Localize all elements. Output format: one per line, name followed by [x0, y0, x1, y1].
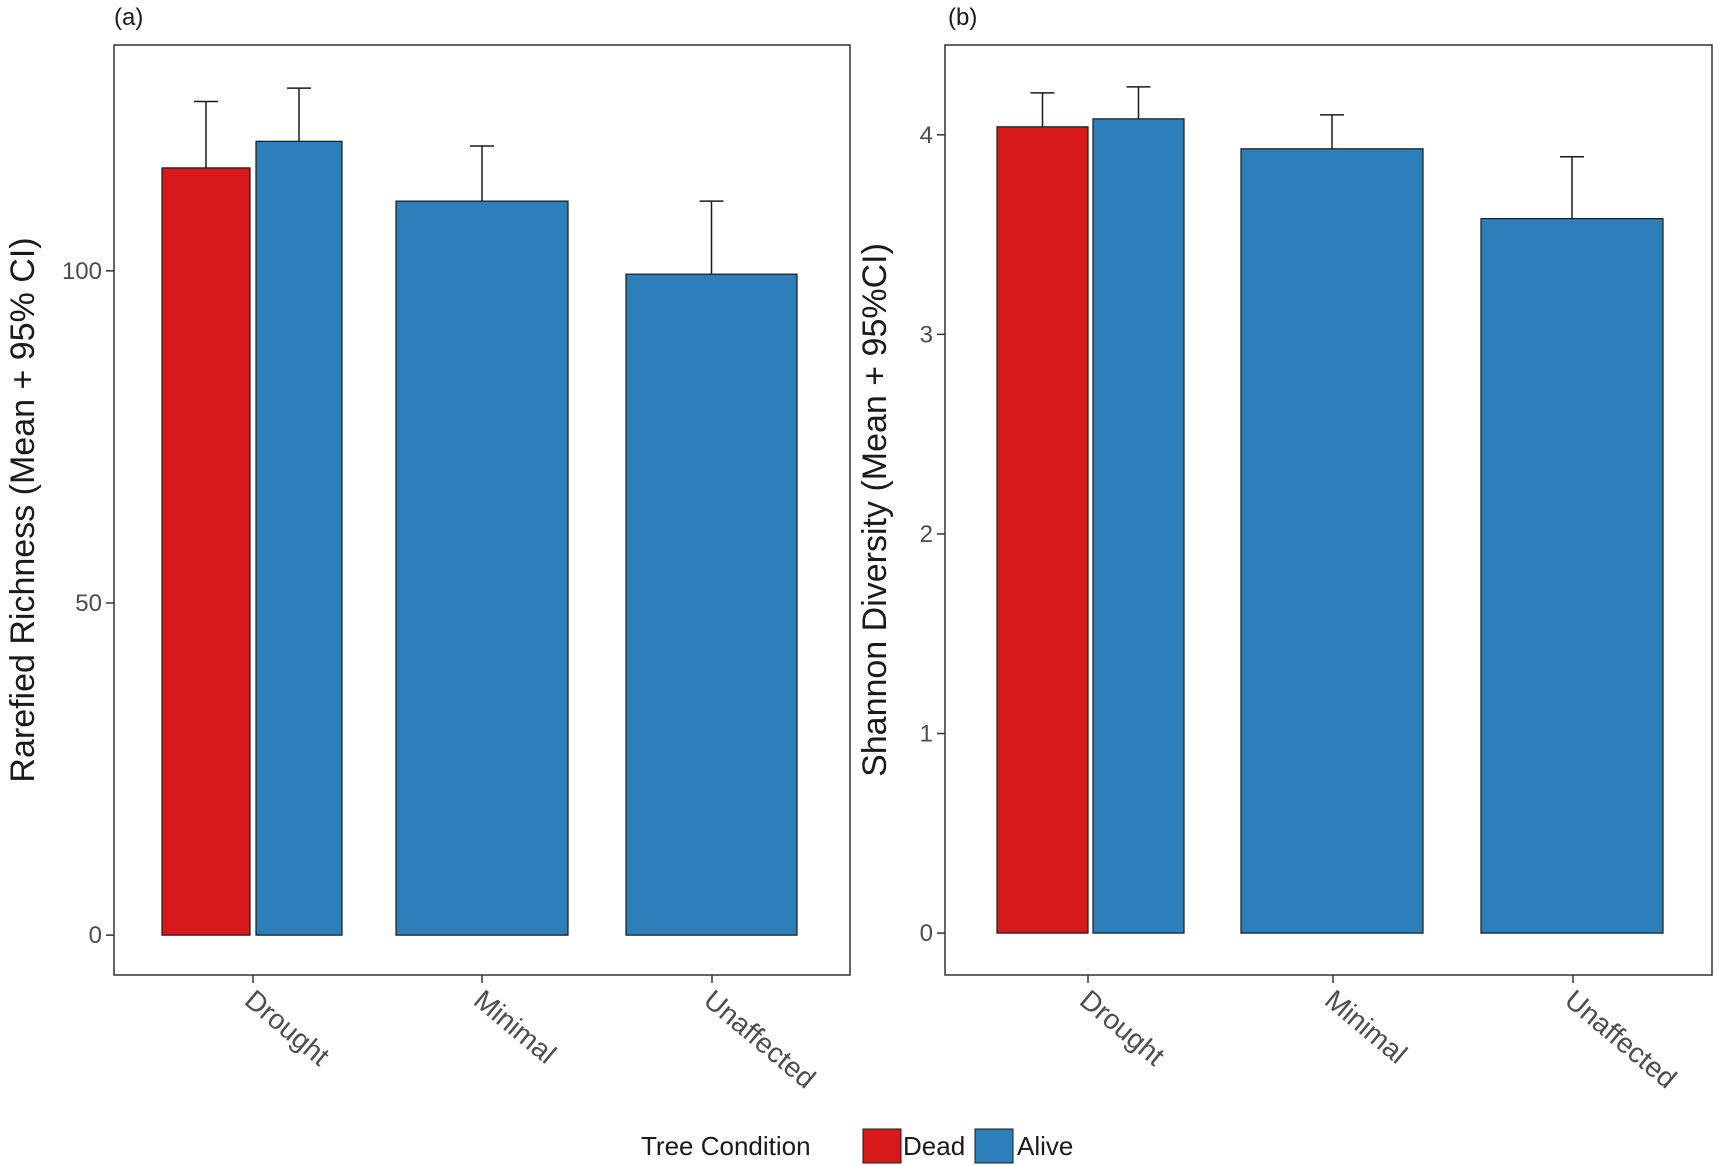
legend: Tree Condition Dead Alive: [641, 1128, 1073, 1164]
panel-b-frame: [944, 44, 1713, 976]
x-tick-label-unaffected: Unaffected: [698, 984, 821, 1094]
bar-unaffected-alive: [625, 273, 798, 936]
y-tick-label: 0: [89, 922, 102, 949]
x-tick-label-minimal: Minimal: [1319, 984, 1413, 1070]
bar-minimal-alive: [395, 200, 569, 936]
y-tick-label: 3: [920, 321, 933, 348]
legend-title: Tree Condition: [641, 1131, 811, 1161]
panel-b-x-ticks: Drought Minimal Unaffected: [1074, 975, 1682, 1094]
y-tick-label: 0: [920, 920, 933, 947]
panel-b: (b) Shannon Diversity (Mean + 95%CI) 0 1 2…: [856, 4, 1713, 1094]
panel-b-bars: [996, 86, 1664, 934]
legend-swatch-alive: [974, 1128, 1014, 1164]
panel-b-label: (b): [948, 4, 977, 31]
bar-drought-alive: [1092, 118, 1185, 934]
x-tick-label-drought: Drought: [239, 984, 335, 1072]
panel-a-label: (a): [114, 4, 143, 31]
panel-a-bars: [161, 87, 798, 936]
y-tick-label: 2: [920, 521, 933, 548]
panel-a: (a) Rarefied Richness (Mean + 95% CI) 0 5…: [4, 4, 851, 1094]
panel-b-y-axis-title: Shannon Diversity (Mean + 95%CI): [856, 243, 894, 777]
y-tick-label: 4: [920, 122, 933, 149]
x-tick-label-unaffected: Unaffected: [1559, 984, 1682, 1094]
panel-a-x-ticks: Drought Minimal Unaffected: [239, 975, 821, 1094]
x-tick-label-drought: Drought: [1074, 984, 1170, 1072]
panel-b-y-ticks: 0 1 2 3 4: [920, 122, 945, 947]
bar-drought-dead: [161, 167, 251, 936]
legend-label-dead: Dead: [903, 1131, 965, 1161]
y-tick-label: 50: [75, 590, 102, 617]
panel-a-y-axis-title: Rarefied Richness (Mean + 95% CI): [4, 237, 42, 782]
bar-unaffected-alive: [1480, 218, 1664, 934]
panel-a-y-ticks: 0 50 100: [62, 258, 114, 949]
legend-swatch-dead: [862, 1128, 902, 1164]
x-tick-label-minimal: Minimal: [468, 984, 562, 1070]
legend-label-alive: Alive: [1017, 1131, 1073, 1161]
bar-drought-dead: [996, 126, 1089, 934]
y-tick-label: 100: [62, 258, 102, 285]
bar-minimal-alive: [1240, 148, 1424, 934]
y-tick-label: 1: [920, 721, 933, 748]
bar-drought-alive: [255, 140, 343, 936]
